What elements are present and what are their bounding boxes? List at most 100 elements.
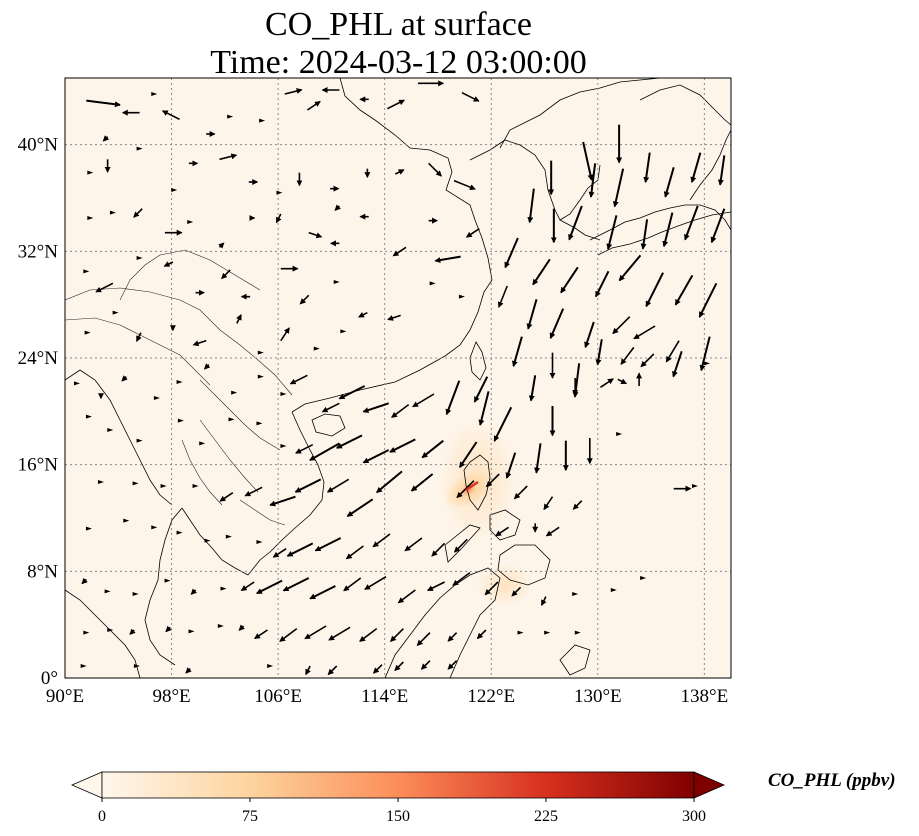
wind-arrow <box>612 316 631 335</box>
wind-arrow <box>129 628 136 635</box>
wind-arrow <box>461 91 480 102</box>
wind-arrow <box>238 624 245 631</box>
wind-arrow <box>359 628 378 642</box>
colorbar-extend-high <box>693 771 726 799</box>
wind-arrow <box>495 526 509 537</box>
wind-arrow <box>151 525 158 530</box>
wind-arrow <box>280 392 287 396</box>
wind-arrow <box>397 589 416 604</box>
wind-arrow <box>465 228 480 238</box>
wind-arrow <box>112 310 119 315</box>
wind-arrow <box>275 213 282 224</box>
wind-arrow <box>279 628 298 642</box>
wind-arrow <box>572 500 583 510</box>
wind-arrow <box>109 210 116 215</box>
colorbar: 0 75 150 225 300 <box>70 771 726 825</box>
wind-arrow <box>684 205 699 241</box>
wind-arrow <box>453 538 468 553</box>
wind-arrow <box>376 470 403 494</box>
wind-arrow <box>73 381 80 386</box>
wind-arrow <box>527 188 535 224</box>
wind-arrow <box>394 169 405 175</box>
wind-arrow <box>485 473 500 488</box>
coastlines <box>65 78 731 678</box>
wind-arrow <box>221 269 231 280</box>
wind-arrow <box>511 586 522 597</box>
colorbar-extend-low <box>70 771 103 799</box>
wind-arrow <box>391 404 410 418</box>
wind-arrow <box>84 330 91 335</box>
wind-arrow <box>478 391 490 426</box>
wind-arrow <box>240 581 255 592</box>
wind-arrow <box>640 353 655 368</box>
wind-arrow <box>493 406 513 442</box>
wind-arrow <box>286 542 314 557</box>
wind-arrow <box>643 152 651 184</box>
wind-arrow <box>267 664 274 668</box>
wind-arrow <box>505 452 517 479</box>
wind-arrow <box>97 480 104 484</box>
wind-arrow <box>335 434 363 449</box>
wind-arrow <box>188 629 195 634</box>
wind-arrow <box>256 421 263 426</box>
wind-arrow <box>272 548 287 558</box>
wind-arrow <box>458 441 478 469</box>
wind-arrow <box>476 629 487 640</box>
wind-arrow <box>617 378 628 385</box>
wind-arrow <box>710 208 726 244</box>
wind-arrow <box>612 168 625 208</box>
wind-arrow <box>282 577 310 592</box>
wind-arrow <box>338 385 366 400</box>
wind-arrow <box>416 632 431 646</box>
wind-arrow <box>304 625 327 640</box>
wind-arrow <box>104 589 111 594</box>
colorbar-tick-label: 225 <box>534 808 558 825</box>
map-title-line1: CO_PHL at surface <box>265 6 532 43</box>
latitude-tick-label: 24°N <box>18 348 59 369</box>
wind-arrow <box>280 444 287 448</box>
wind-arrow <box>410 473 434 492</box>
wind-arrow <box>372 533 391 548</box>
wind-arrow <box>717 155 726 186</box>
wind-arrow <box>690 152 702 184</box>
source-marker <box>465 480 479 492</box>
wind-arrow <box>308 231 323 239</box>
longitude-tick-label: 138°E <box>681 686 729 707</box>
wind-arrow <box>163 261 174 267</box>
map-frame <box>64 77 732 679</box>
wind-arrow <box>640 219 649 250</box>
wind-arrow <box>458 294 465 299</box>
wind-arrow <box>389 438 416 453</box>
wind-arrow <box>185 667 192 674</box>
wind-arrow <box>107 628 114 632</box>
wind-arrow <box>257 374 264 379</box>
wind-arrow <box>95 282 114 293</box>
wind-arrow <box>698 282 718 318</box>
wind-arrow <box>289 374 308 385</box>
wind-arrow <box>192 339 207 347</box>
wind-arrow <box>545 526 560 537</box>
wind-arrow <box>473 376 489 403</box>
wind-arrow <box>364 575 387 590</box>
colorbar-ticks: 0 75 150 225 300 <box>98 798 706 825</box>
wind-arrow <box>244 486 263 497</box>
wind-arrow <box>161 110 180 121</box>
wind-arrow <box>431 542 446 557</box>
wind-arrow <box>504 237 519 269</box>
wind-arrow <box>136 332 142 342</box>
wind-arrow <box>328 626 351 641</box>
wind-arrow <box>85 526 92 531</box>
wind-arrow <box>618 254 642 282</box>
wind-arrow <box>549 308 565 339</box>
wind-arrow <box>153 396 160 400</box>
wind-arrow <box>259 118 266 123</box>
colorbar-tick-label: 300 <box>682 808 706 825</box>
wind-arrow <box>528 375 537 402</box>
wind-arrow <box>276 190 283 195</box>
wind-arrow <box>445 380 461 416</box>
wind-arrow <box>299 294 310 305</box>
wind-arrow <box>582 141 594 181</box>
wind-arrow <box>309 585 336 600</box>
wind-arrow <box>447 632 458 642</box>
